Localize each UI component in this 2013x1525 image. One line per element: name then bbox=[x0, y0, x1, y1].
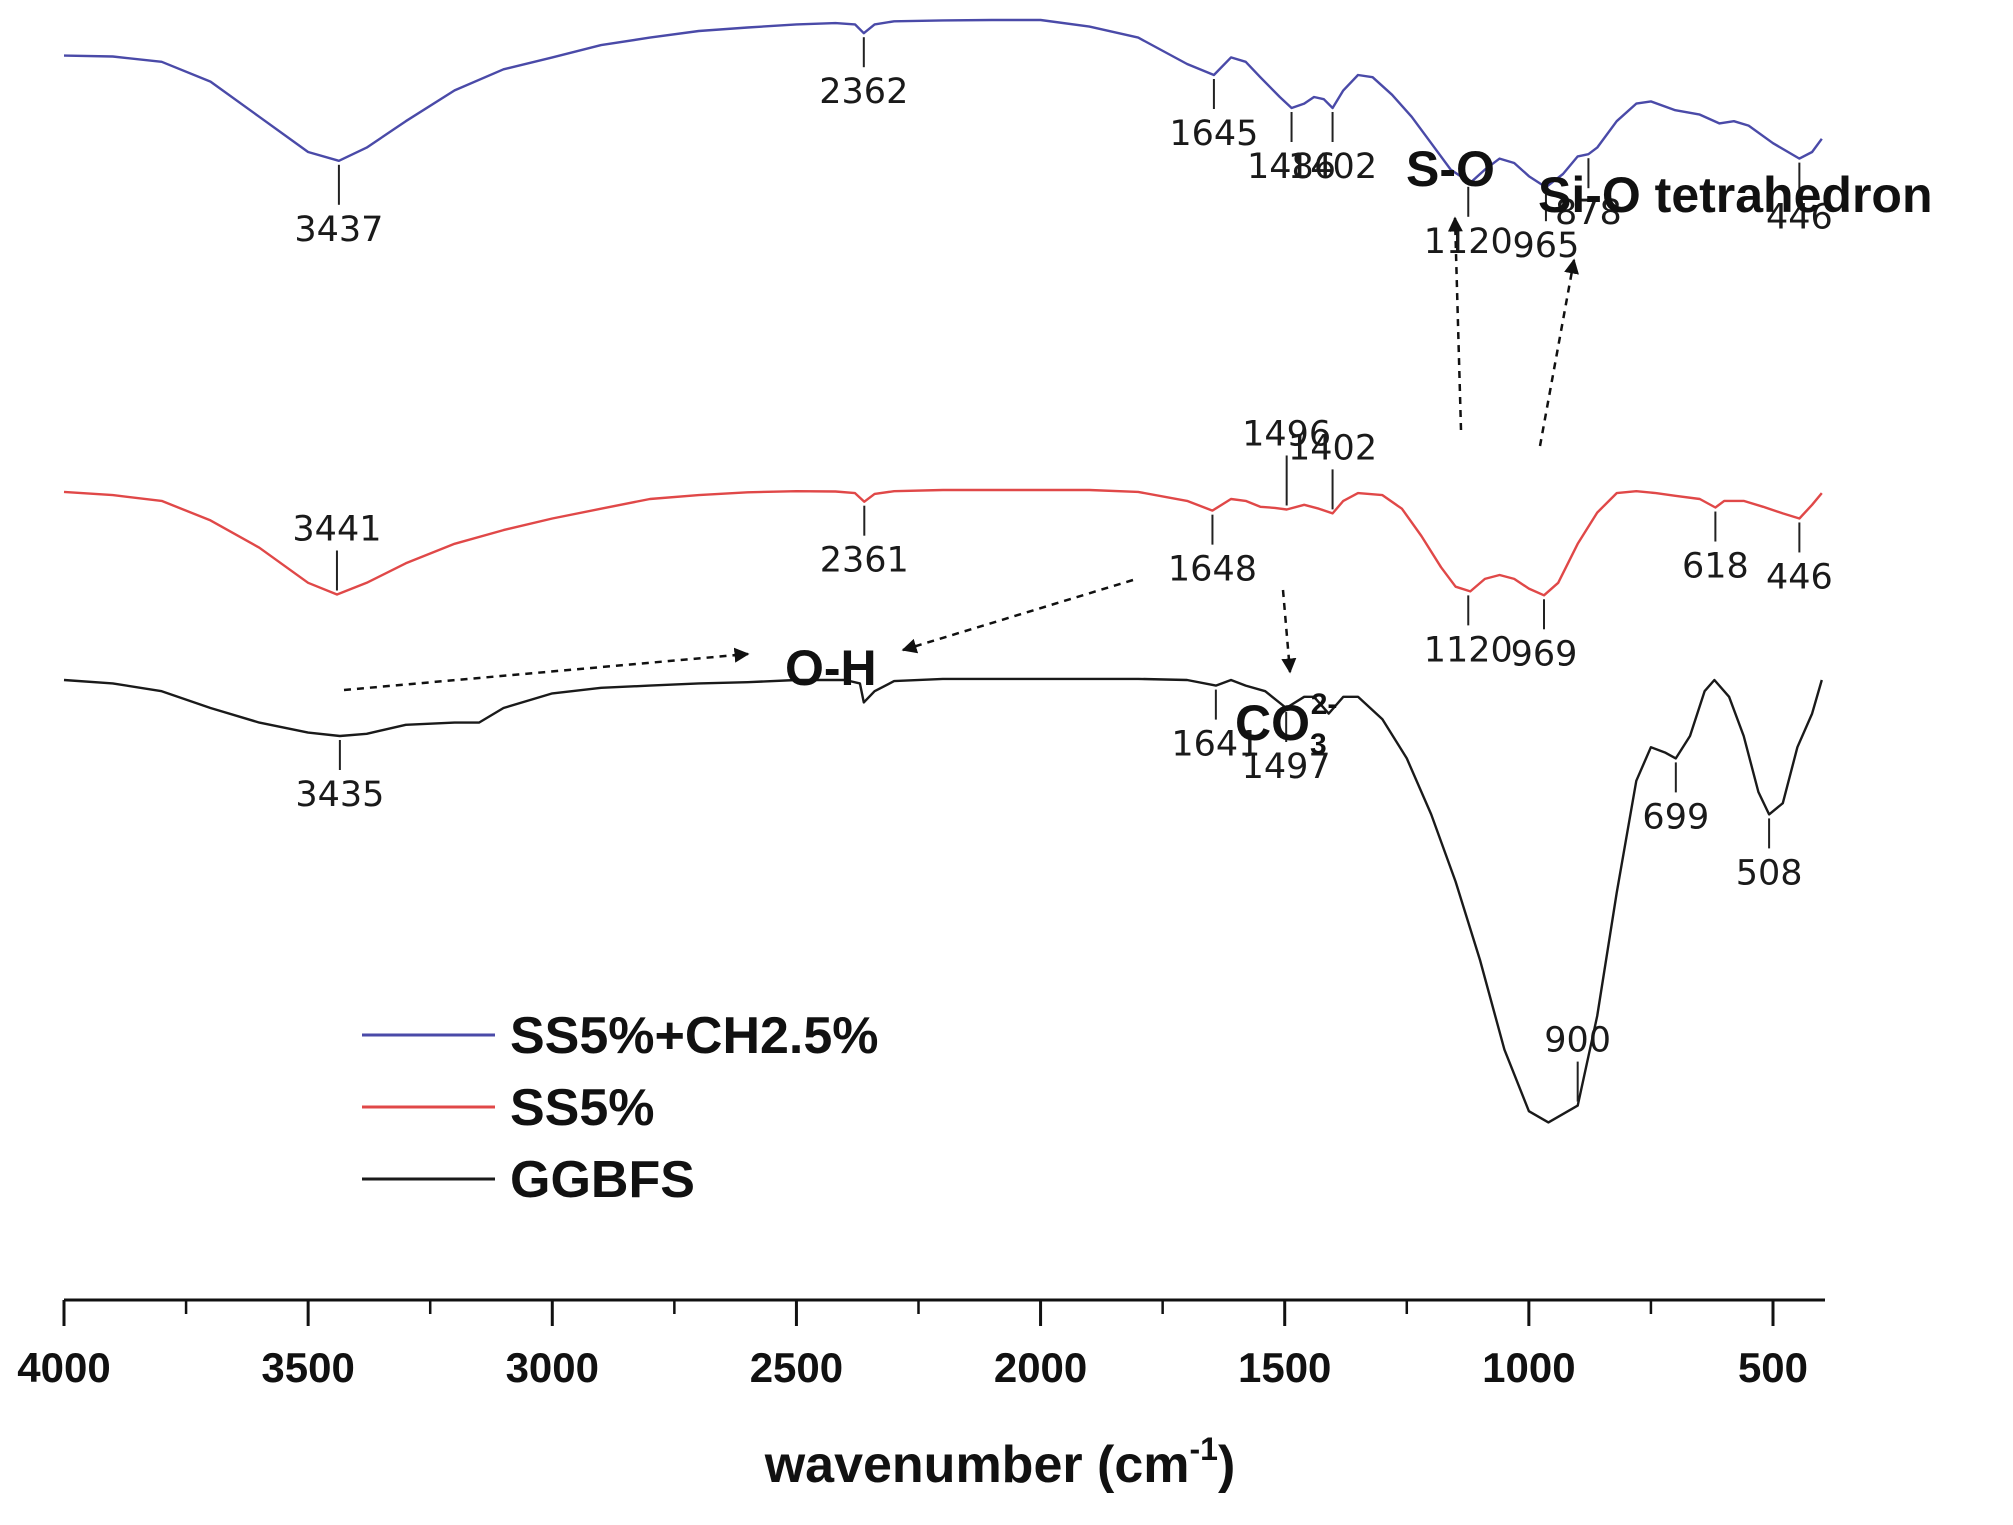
peak-label-1402: 1402 bbox=[1288, 428, 1377, 468]
peak-label-1645: 1645 bbox=[1169, 114, 1258, 154]
x-tick-label: 1500 bbox=[1238, 1344, 1331, 1391]
x-tick-label: 3500 bbox=[261, 1344, 354, 1391]
peak-label-699: 699 bbox=[1642, 797, 1709, 837]
annotation-o-h: O-H bbox=[785, 640, 877, 696]
arrow-s-o bbox=[1447, 216, 1463, 431]
peak-label-1486: 1486 bbox=[1247, 147, 1336, 187]
series-line-ggbfs bbox=[63, 677, 1823, 1124]
arrow-co3 bbox=[1281, 589, 1297, 674]
x-tick-label: 1000 bbox=[1482, 1344, 1575, 1391]
series-line-ss5-ch2-5 bbox=[63, 18, 1823, 189]
series-line-ss5 bbox=[63, 488, 1823, 597]
peak-label-2362: 2362 bbox=[819, 72, 908, 112]
x-axis-title-superscript: -1 bbox=[1190, 1431, 1218, 1467]
x-tick-label: 2000 bbox=[994, 1344, 1087, 1391]
annotation-co3-subscript: 3 bbox=[1310, 728, 1327, 761]
peak-label-1641: 1641 bbox=[1171, 725, 1260, 765]
arrow-si-o bbox=[1538, 258, 1579, 447]
x-tick-label: 4000 bbox=[17, 1344, 110, 1391]
annotation-s-o: S-O bbox=[1406, 141, 1495, 197]
arrow-o-h-from-3441 bbox=[343, 647, 750, 692]
annotation-co3: CO32- bbox=[1235, 688, 1337, 761]
peak-label-2361: 2361 bbox=[820, 541, 909, 581]
legend-label-ss5-ch2-5: SS5%+CH2.5% bbox=[510, 1007, 879, 1065]
annotation-co3-superscript: 2- bbox=[1311, 688, 1338, 721]
x-axis-title-suffix: ) bbox=[1218, 1436, 1235, 1494]
annotation-si-o-tetrahedron: Si-O tetrahedron bbox=[1538, 167, 1932, 223]
legend-label-ss5: SS5% bbox=[510, 1079, 655, 1137]
peak-label-969: 969 bbox=[1511, 634, 1578, 674]
arrow-o-h-from-1648 bbox=[901, 578, 1134, 654]
peak-label-1496: 1496 bbox=[1242, 414, 1331, 454]
x-tick-label: 500 bbox=[1738, 1344, 1808, 1391]
x-tick-label: 2500 bbox=[750, 1344, 843, 1391]
x-axis-title: wavenumber (cm-1) bbox=[764, 1431, 1236, 1494]
peak-label-3441: 3441 bbox=[292, 510, 381, 550]
peak-label-446: 446 bbox=[1766, 557, 1833, 597]
peak-label-1648: 1648 bbox=[1168, 550, 1257, 590]
peak-label-3435: 3435 bbox=[295, 775, 384, 815]
peak-label-1402: 1402 bbox=[1288, 147, 1377, 187]
peak-label-3437: 3437 bbox=[294, 210, 383, 250]
legend: SS5%+CH2.5% SS5% GGBFS bbox=[362, 1007, 879, 1209]
peak-label-1120: 1120 bbox=[1424, 630, 1513, 670]
x-tick-label: 3000 bbox=[506, 1344, 599, 1391]
peak-label-508: 508 bbox=[1736, 853, 1803, 893]
peak-label-878: 878 bbox=[1555, 193, 1622, 233]
peak-label-618: 618 bbox=[1682, 547, 1749, 587]
peak-label-1120: 1120 bbox=[1424, 222, 1513, 262]
peak-label-1497: 1497 bbox=[1242, 747, 1331, 787]
legend-label-ggbfs: GGBFS bbox=[510, 1151, 695, 1209]
peak-label-446: 446 bbox=[1766, 198, 1833, 238]
peak-label-900: 900 bbox=[1544, 1021, 1611, 1061]
